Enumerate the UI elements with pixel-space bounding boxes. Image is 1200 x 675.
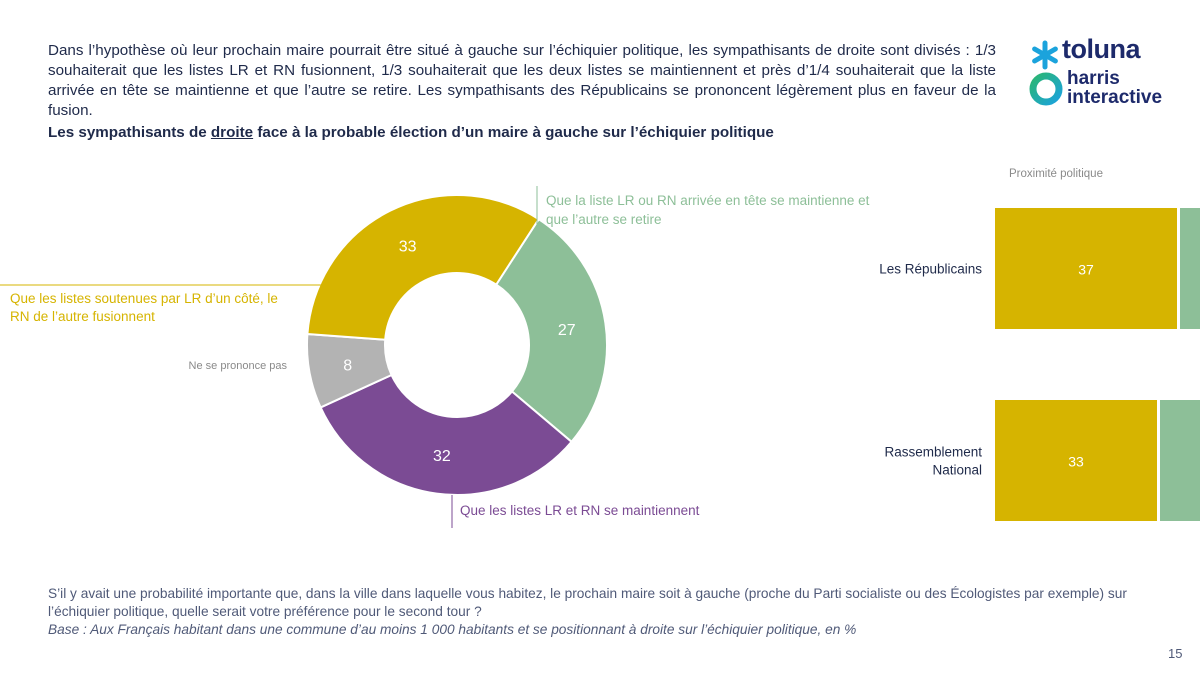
harris-ring-icon <box>1029 72 1063 106</box>
donut-category-label-fusion: Que les listes soutenues par LR d’un côt… <box>10 291 278 306</box>
logo-interactive-text: interactive <box>1067 87 1163 108</box>
subtitle-part-1: Les sympathisants de <box>48 124 211 141</box>
bar-category-label-1: National <box>932 463 982 478</box>
page-number: 15 <box>1168 646 1183 661</box>
logo-harris-text: harris <box>1067 68 1120 89</box>
intro-text: Dans l’hypothèse où leur prochain maire … <box>48 42 996 119</box>
donut-segment-1 <box>494 217 608 444</box>
donut-segment-2 <box>319 373 573 496</box>
subtitle-underlined: droite <box>210 124 254 141</box>
bar-value-label-0-0: 37 <box>1078 262 1094 278</box>
toluna-harris-logo: toluna harris interactive <box>1028 34 1188 110</box>
survey-base: Base : Aux Français habitant dans une co… <box>48 622 857 637</box>
donut-value-label-1: 27 <box>558 322 576 339</box>
bar-segment-1-0 <box>995 400 1157 521</box>
bar-category-label-1: Rassemblement <box>884 445 982 460</box>
donut-segment-0 <box>306 194 541 341</box>
bar-segment-0-0 <box>995 208 1177 329</box>
bar-chart-title: Proximité politique <box>1009 168 1103 180</box>
donut-category-label-maintien: Que les listes LR et RN se maintiennent <box>460 503 700 518</box>
survey-question: S’il y avait une probabilité importante … <box>48 586 1127 619</box>
donut-category-label-retire: Que la liste LR ou RN arrivée en tête se… <box>546 193 870 208</box>
bar-segment-0-1 <box>1180 208 1200 329</box>
donut-value-label-2: 32 <box>433 448 451 465</box>
logo-harris-interactive: harris interactive <box>1067 69 1162 107</box>
subtitle-part-2: face à la probable élection d’un maire à… <box>253 124 774 141</box>
bar-segment-1-1 <box>1160 400 1200 521</box>
footer: S’il y avait une probabilité importante … <box>48 585 1158 639</box>
bar-value-label-1-0: 33 <box>1068 454 1084 470</box>
chart-subtitle: Les sympathisants de droite face à la pr… <box>48 124 774 141</box>
donut-category-label-retire: que l’autre se retire <box>546 212 662 227</box>
donut-value-label-3: 8 <box>343 358 352 375</box>
donut-value-label-0: 33 <box>399 239 417 256</box>
donut-category-label-nsp: Ne se prononce pas <box>189 360 288 372</box>
donut-category-label-fusion: RN de l’autre fusionnent <box>10 309 155 324</box>
bar-category-label-0: Les Républicains <box>879 262 982 277</box>
logo-toluna-text: toluna <box>1062 34 1141 64</box>
toluna-star-icon <box>1032 40 1058 70</box>
